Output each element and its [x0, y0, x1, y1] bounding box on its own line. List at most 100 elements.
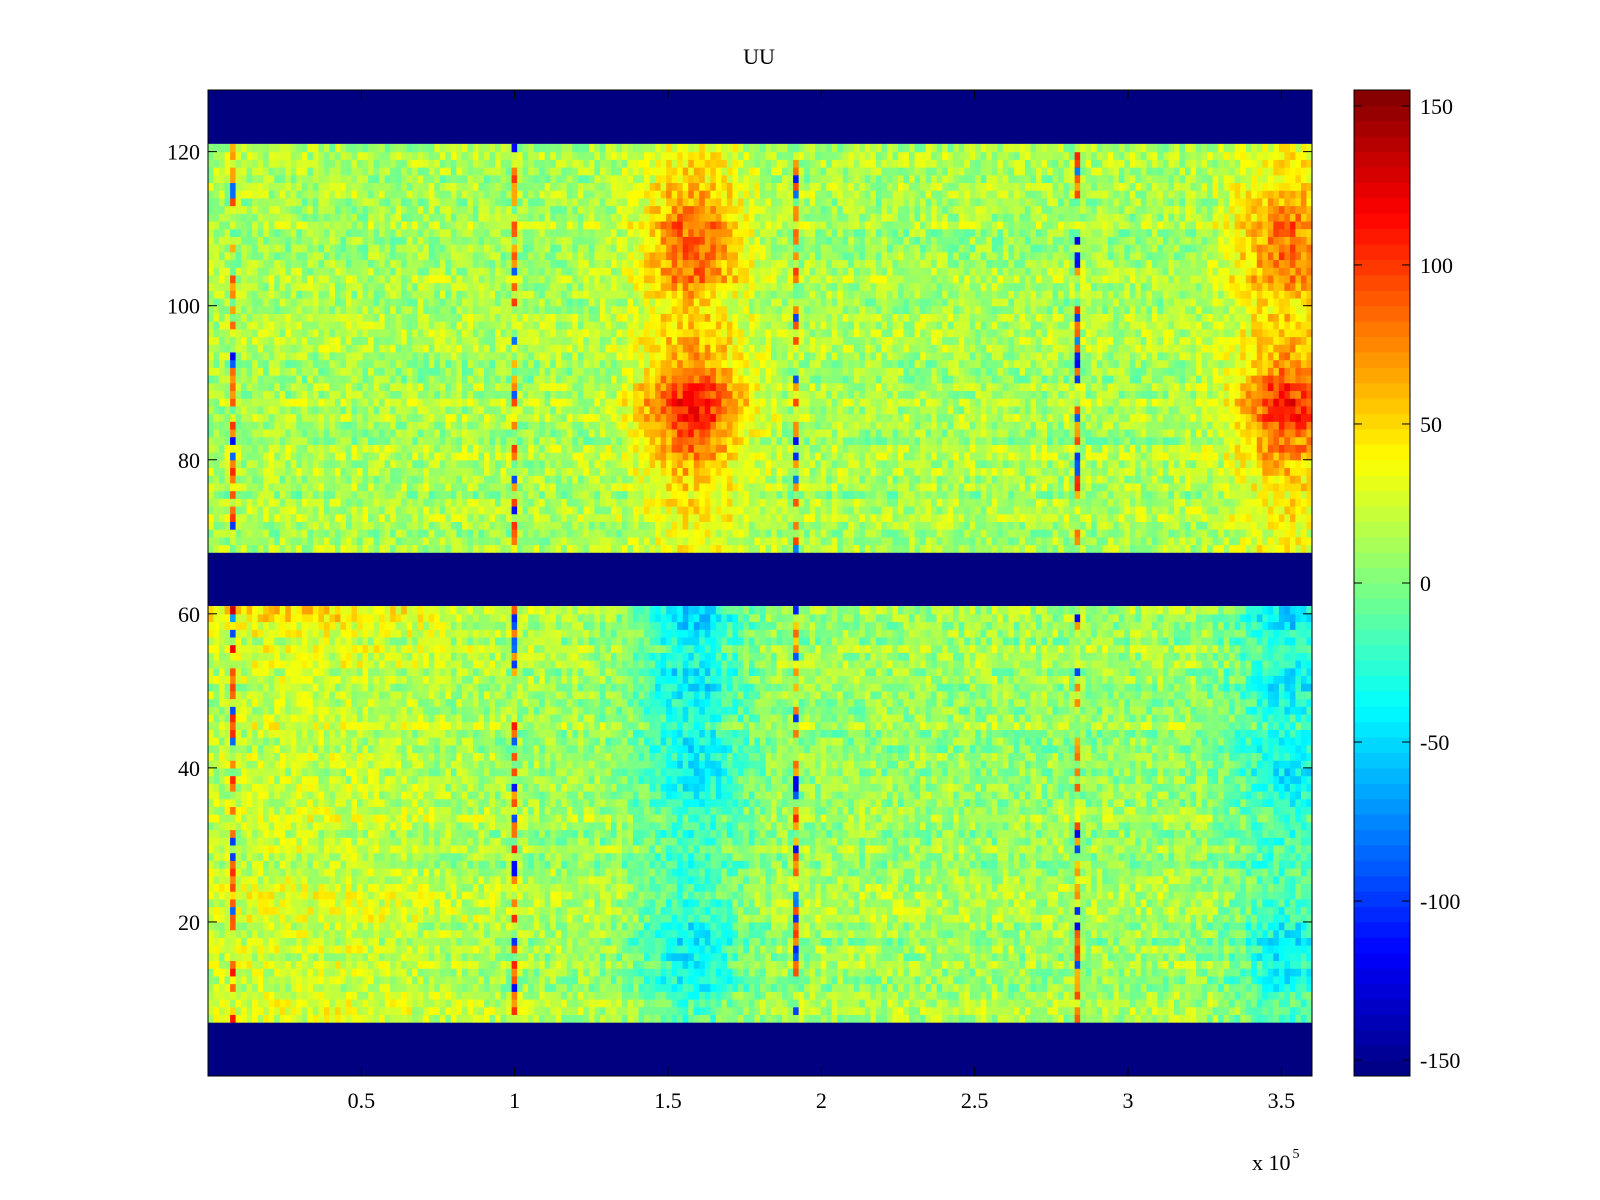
heatmap-cell — [1008, 921, 1015, 931]
heatmap-cell — [1306, 875, 1313, 885]
heatmap-cell — [964, 868, 971, 877]
heatmap-cell — [539, 991, 546, 1000]
heatmap-cell — [500, 883, 507, 892]
heatmap-cell — [522, 937, 529, 946]
heatmap-cell — [517, 906, 524, 915]
heatmap-cell — [406, 860, 413, 869]
heatmap-cell — [826, 837, 833, 846]
heatmap-cell — [544, 968, 551, 977]
heatmap-cell — [467, 898, 474, 908]
heatmap-cell — [826, 829, 833, 838]
heatmap-cell — [1284, 868, 1291, 877]
heatmap-cell — [484, 945, 491, 954]
heatmap-cell — [914, 945, 921, 954]
heatmap-cell — [428, 937, 435, 946]
heatmap-cell — [831, 837, 838, 846]
heatmap-cell — [660, 829, 667, 838]
heatmap-cell — [644, 1014, 651, 1023]
heatmap-cell — [533, 937, 540, 946]
heatmap-cell — [666, 983, 673, 992]
heatmap-cell — [1256, 844, 1263, 854]
heatmap-cell — [1223, 960, 1230, 969]
heatmap-cell — [390, 991, 397, 1000]
heatmap-cell — [511, 891, 518, 900]
heatmap-cell — [892, 883, 899, 892]
heatmap-cell — [1185, 844, 1192, 854]
heatmap-cell — [997, 914, 1004, 923]
heatmap-cell — [577, 860, 584, 869]
heatmap-cell — [1223, 983, 1230, 992]
heatmap-cell — [660, 844, 667, 854]
heatmap-cell — [224, 937, 231, 946]
heatmap-cell — [682, 921, 689, 931]
heatmap-cell — [991, 968, 998, 977]
heatmap-cell — [263, 1006, 270, 1015]
heatmap-cell — [688, 998, 695, 1008]
heatmap-cell — [1212, 937, 1219, 946]
heatmap-cell — [991, 914, 998, 923]
heatmap-cell — [279, 883, 286, 892]
heatmap-cell — [975, 875, 982, 885]
heatmap-cell — [704, 945, 711, 954]
heatmap-cell — [417, 975, 424, 985]
heatmap-cell — [942, 991, 949, 1000]
heatmap-cell — [842, 860, 849, 869]
heatmap-cell — [1140, 968, 1147, 977]
heatmap-cell — [434, 945, 441, 954]
heatmap-cell — [622, 844, 629, 854]
heatmap-cell — [588, 906, 595, 915]
heatmap-cell — [787, 852, 794, 861]
heatmap-cell — [1096, 975, 1103, 985]
heatmap-cell — [555, 998, 562, 1008]
heatmap-cell — [1157, 1014, 1164, 1023]
heatmap-cell — [870, 875, 877, 885]
heatmap-cell — [539, 952, 546, 962]
heatmap-cell — [252, 914, 259, 923]
heatmap-cell — [886, 937, 894, 946]
heatmap-cell — [649, 968, 656, 977]
heatmap-cell — [263, 898, 270, 908]
heatmap-cell — [1174, 829, 1181, 838]
heatmap-cell — [1041, 844, 1048, 854]
heatmap-cell — [1030, 1006, 1037, 1015]
heatmap-cell — [577, 844, 584, 854]
heatmap-cell — [246, 991, 253, 1000]
heatmap-cell — [909, 937, 916, 946]
heatmap-cell — [461, 860, 469, 869]
heatmap-cell — [500, 945, 507, 954]
heatmap-cell — [726, 929, 733, 938]
heatmap-cell — [1267, 837, 1274, 846]
heatmap-cell — [649, 1014, 656, 1023]
heatmap-cell — [1300, 1014, 1308, 1023]
heatmap-cell — [848, 868, 855, 877]
heatmap-cell — [522, 898, 529, 908]
heatmap-cell — [842, 898, 849, 908]
heatmap-cell — [323, 914, 331, 923]
heatmap-cell — [1118, 906, 1125, 915]
heatmap-cell — [848, 921, 855, 931]
heatmap-cell — [864, 914, 871, 923]
heatmap-cell — [1052, 1014, 1059, 1023]
heatmap-cell — [539, 852, 546, 861]
heatmap-cell — [1118, 921, 1125, 931]
heatmap-cell — [334, 975, 342, 985]
heatmap-cell — [263, 1014, 270, 1023]
heatmap-cell — [875, 837, 883, 846]
heatmap-cell — [1036, 921, 1043, 931]
heatmap-cell — [804, 991, 811, 1000]
heatmap-cell — [390, 914, 397, 923]
heatmap-cell — [1273, 921, 1280, 931]
heatmap-cell — [1041, 898, 1048, 908]
heatmap-cell — [748, 906, 756, 915]
heatmap-cell — [296, 914, 303, 923]
heatmap-cell — [671, 914, 678, 923]
heatmap-cell — [1267, 998, 1274, 1008]
heatmap-cell — [1019, 1006, 1026, 1015]
heatmap-cell — [1168, 875, 1175, 885]
heatmap-cell — [1063, 891, 1070, 900]
heatmap-cell — [583, 960, 590, 969]
heatmap-cell — [704, 991, 711, 1000]
heatmap-cell — [257, 968, 264, 977]
heatmap-cell — [842, 983, 849, 992]
heatmap-cell — [296, 898, 303, 908]
